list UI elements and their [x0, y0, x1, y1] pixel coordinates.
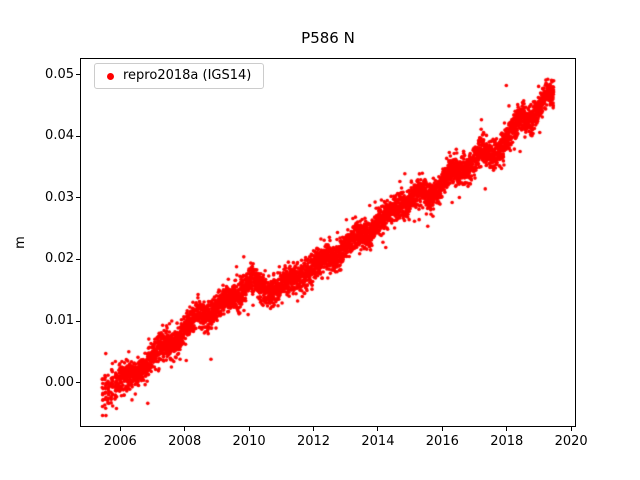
x-tick-mark — [377, 427, 379, 431]
y-tick-mark — [76, 320, 80, 322]
chart-title: P586 N — [301, 29, 355, 47]
y-tick-label: 0.04 — [45, 128, 74, 144]
y-tick-label: 0.03 — [45, 189, 74, 205]
y-tick-label: 0.02 — [45, 251, 74, 267]
y-tick-mark — [76, 258, 80, 260]
y-tick-mark — [76, 197, 80, 199]
x-tick-mark — [248, 427, 250, 431]
y-tick-mark — [76, 135, 80, 137]
legend-marker-dot — [107, 72, 114, 80]
y-tick-mark — [76, 74, 80, 76]
y-tick-label: 0.00 — [45, 374, 74, 390]
x-tick-label: 2012 — [296, 434, 331, 449]
legend-label: repro2018a (IGS14) — [123, 68, 252, 83]
x-tick-mark — [441, 427, 443, 431]
plot-area — [80, 58, 576, 427]
y-tick-label: 0.01 — [45, 313, 74, 329]
legend: repro2018a (IGS14) — [94, 63, 265, 89]
x-tick-label: 2010 — [232, 434, 266, 449]
x-tick-mark — [184, 427, 186, 431]
y-axis-label: m — [12, 236, 28, 249]
x-tick-label: 2014 — [361, 434, 395, 449]
x-tick-label: 2020 — [554, 434, 588, 449]
y-tick-mark — [76, 382, 80, 384]
x-tick-mark — [119, 427, 121, 431]
x-tick-label: 2016 — [425, 434, 459, 449]
x-tick-mark — [313, 427, 314, 431]
y-tick-label: 0.05 — [45, 66, 74, 82]
x-tick-label: 2006 — [103, 434, 137, 449]
x-tick-label: 2008 — [168, 434, 202, 449]
x-tick-mark — [506, 427, 508, 431]
scatter-points-canvas — [81, 59, 575, 426]
x-tick-mark — [570, 427, 572, 431]
x-tick-label: 2018 — [490, 434, 524, 449]
